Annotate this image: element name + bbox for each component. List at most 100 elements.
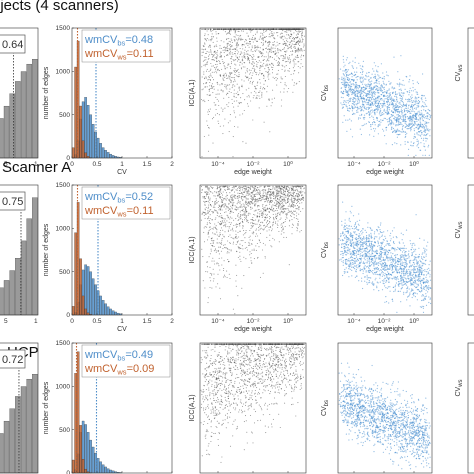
icc-point <box>235 42 237 44</box>
icc-point <box>254 223 256 225</box>
cvbs-point <box>424 146 426 148</box>
cvbs-point <box>404 141 406 143</box>
icc-point <box>286 91 288 93</box>
cvbs-point <box>360 110 362 112</box>
icc-point <box>276 214 279 216</box>
cvbs-point <box>421 124 423 126</box>
icc-point <box>224 85 226 88</box>
icc-point <box>254 87 256 89</box>
icc-point <box>212 206 214 208</box>
icc-point <box>220 187 222 190</box>
cvbs-point <box>354 104 356 106</box>
icc-point <box>282 57 284 59</box>
icc-point <box>225 94 228 96</box>
cvbs-point <box>398 134 400 136</box>
icc-point <box>222 77 224 79</box>
icc-point <box>265 47 267 49</box>
icc-point <box>267 76 269 78</box>
icc-point <box>222 191 224 193</box>
icc-point <box>271 205 273 207</box>
cvbs-point <box>360 94 362 96</box>
cvbs-point <box>410 98 412 100</box>
icc-point <box>256 201 258 203</box>
icc-point <box>257 193 259 195</box>
icc-point <box>243 57 245 59</box>
cvbs-point <box>380 76 382 79</box>
icc-point <box>298 195 300 198</box>
icc-point <box>230 72 232 74</box>
icc-point <box>294 185 296 187</box>
cvbs-point <box>425 124 427 126</box>
icc-point <box>248 87 250 89</box>
cvbs-point <box>380 103 382 105</box>
cvbs-point <box>400 100 402 102</box>
icc-point <box>210 280 212 282</box>
cvbs-point <box>357 96 359 98</box>
icc-point <box>277 44 279 46</box>
icc-point <box>230 249 232 251</box>
icc-point <box>235 285 237 287</box>
icc-point <box>245 76 248 78</box>
cvbs-point <box>420 106 422 108</box>
icc-point <box>217 283 219 285</box>
cvbs-point <box>427 112 429 114</box>
cvbs-point <box>386 99 389 101</box>
icc-point <box>236 75 238 77</box>
icc-point <box>260 199 262 201</box>
icc-point <box>209 199 211 201</box>
icc-point <box>225 28 227 30</box>
icc-point <box>271 228 273 230</box>
icc-point <box>206 218 209 220</box>
cvbs-point <box>389 96 391 98</box>
icc-point <box>257 190 259 192</box>
icc-point <box>238 248 240 250</box>
icc-point <box>279 36 281 38</box>
icc-point <box>292 67 294 69</box>
icc-point <box>239 206 241 208</box>
cvbs-point <box>347 82 349 84</box>
cvbs-point <box>377 105 379 107</box>
cvbs-point <box>374 99 376 101</box>
icc-point <box>240 102 242 104</box>
icc-point <box>259 241 261 243</box>
y-axis-label-main: CV <box>455 71 462 81</box>
icc-point <box>218 70 221 72</box>
icc-point <box>281 230 283 232</box>
icc-point <box>253 95 255 97</box>
icc-point <box>238 72 240 74</box>
icc-point <box>268 36 270 38</box>
cvbs-point <box>403 84 405 86</box>
icc-point <box>225 87 227 89</box>
icc-point <box>227 229 229 231</box>
icc-point <box>215 108 217 111</box>
cvbs-point <box>384 111 387 113</box>
cvbs-point <box>373 70 375 72</box>
cvbs-point <box>353 93 355 95</box>
icc-point <box>268 193 270 195</box>
cvbs-point <box>351 113 354 115</box>
icc-point <box>219 84 221 86</box>
icc-point <box>208 210 211 213</box>
icc-point <box>294 49 296 52</box>
x-axis-label: edge weight <box>234 169 272 176</box>
cvbs-point <box>358 97 360 99</box>
cvbs-point <box>416 145 418 147</box>
icc-point <box>272 64 274 66</box>
icc-point <box>242 60 244 62</box>
icc-point <box>275 218 277 220</box>
icc-point <box>244 187 246 190</box>
icc-point <box>279 186 281 188</box>
cvbs-point <box>420 126 422 128</box>
icc-point <box>258 51 261 53</box>
icc-point <box>296 212 298 214</box>
icc-point <box>294 70 296 72</box>
icc-point <box>297 218 299 220</box>
cvbs-point <box>401 255 403 257</box>
icc-point <box>245 211 248 213</box>
icc-point <box>252 72 254 74</box>
icc-point <box>216 113 218 115</box>
icc-point <box>229 65 231 68</box>
icc-point <box>202 195 204 198</box>
icc-point <box>258 205 260 207</box>
